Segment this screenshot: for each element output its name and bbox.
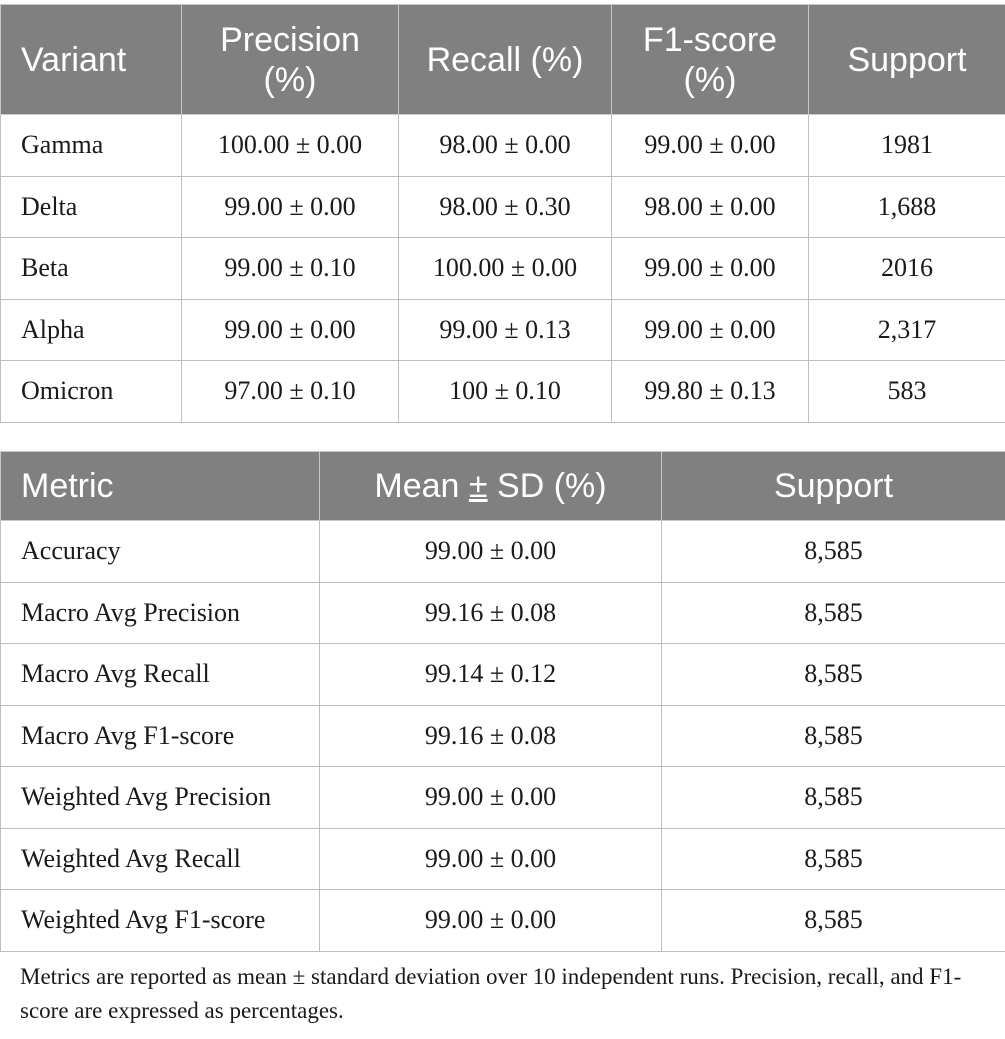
header-f1: F1-score (%) <box>611 4 809 115</box>
cell-recall: 98.00 ± 0.30 <box>398 175 612 238</box>
cell-metric: Weighted Avg Precision <box>0 766 320 829</box>
cell-support: 1981 <box>808 114 1005 177</box>
table-header-row: Variant Precision (%) Recall (%) F1-score… <box>0 4 1005 115</box>
header-support: Support <box>808 4 1005 115</box>
cell-support: 1,688 <box>808 175 1005 238</box>
overall-metrics-table: Metric Mean ± SD (%) Support Accuracy 99… <box>0 451 1005 952</box>
header-precision-line2: (%) <box>263 60 317 99</box>
cell-variant: Alpha <box>0 298 182 361</box>
header-mean-sd: Mean ± SD (%) <box>319 451 662 521</box>
cell-mean-sd: 99.16 ± 0.08 <box>319 704 662 767</box>
cell-metric: Weighted Avg Recall <box>0 827 320 890</box>
table-row: Gamma 100.00 ± 0.00 98.00 ± 0.00 99.00 ±… <box>0 114 1005 177</box>
cell-mean-sd: 99.00 ± 0.00 <box>319 766 662 829</box>
table-row: Omicron 97.00 ± 0.10 100 ± 0.10 99.80 ± … <box>0 360 1005 423</box>
cell-mean-sd: 99.00 ± 0.00 <box>319 520 662 583</box>
table-row: Weighted Avg Recall 99.00 ± 0.00 8,585 <box>0 827 1005 890</box>
variant-metrics-table: Variant Precision (%) Recall (%) F1-score… <box>0 4 1005 423</box>
table-row: Beta 99.00 ± 0.10 100.00 ± 0.00 99.00 ± … <box>0 237 1005 300</box>
cell-support: 2,317 <box>808 298 1005 361</box>
cell-recall: 99.00 ± 0.13 <box>398 298 612 361</box>
table-row: Macro Avg F1-score 99.16 ± 0.08 8,585 <box>0 704 1005 767</box>
cell-mean-sd: 99.16 ± 0.08 <box>319 581 662 644</box>
cell-support: 8,585 <box>661 827 1005 890</box>
table-row: Alpha 99.00 ± 0.00 99.00 ± 0.13 99.00 ± … <box>0 298 1005 361</box>
cell-f1: 99.80 ± 0.13 <box>611 360 809 423</box>
header-precision-line1: Precision <box>220 20 360 59</box>
header-mean-sd-suffix: SD (%) <box>487 467 607 505</box>
table-row: Accuracy 99.00 ± 0.00 8,585 <box>0 520 1005 583</box>
cell-f1: 99.00 ± 0.00 <box>611 298 809 361</box>
cell-metric: Macro Avg F1-score <box>0 704 320 767</box>
cell-precision: 99.00 ± 0.00 <box>181 298 399 361</box>
cell-f1: 98.00 ± 0.00 <box>611 175 809 238</box>
cell-support: 8,585 <box>661 889 1005 952</box>
table-row: Weighted Avg F1-score 99.00 ± 0.00 8,585 <box>0 889 1005 952</box>
table-row: Weighted Avg Precision 99.00 ± 0.00 8,58… <box>0 766 1005 829</box>
cell-support: 2016 <box>808 237 1005 300</box>
header-variant: Variant <box>0 4 182 115</box>
table-row: Delta 99.00 ± 0.00 98.00 ± 0.30 98.00 ± … <box>0 175 1005 238</box>
header-f1-line1: F1-score <box>642 20 778 59</box>
table-row: Macro Avg Precision 99.16 ± 0.08 8,585 <box>0 581 1005 644</box>
cell-precision: 100.00 ± 0.00 <box>181 114 399 177</box>
cell-metric: Macro Avg Recall <box>0 643 320 706</box>
cell-recall: 98.00 ± 0.00 <box>398 114 612 177</box>
cell-mean-sd: 99.00 ± 0.00 <box>319 827 662 890</box>
cell-support: 583 <box>808 360 1005 423</box>
cell-support: 8,585 <box>661 520 1005 583</box>
cell-precision: 99.00 ± 0.00 <box>181 175 399 238</box>
header-precision: Precision (%) <box>181 4 399 115</box>
table-header-row: Metric Mean ± SD (%) Support <box>0 451 1005 521</box>
cell-metric: Macro Avg Precision <box>0 581 320 644</box>
cell-support: 8,585 <box>661 581 1005 644</box>
cell-f1: 99.00 ± 0.00 <box>611 114 809 177</box>
cell-variant: Beta <box>0 237 182 300</box>
cell-metric: Weighted Avg F1-score <box>0 889 320 952</box>
cell-mean-sd: 99.14 ± 0.12 <box>319 643 662 706</box>
cell-f1: 99.00 ± 0.00 <box>611 237 809 300</box>
table-row: Macro Avg Recall 99.14 ± 0.12 8,585 <box>0 643 1005 706</box>
cell-support: 8,585 <box>661 704 1005 767</box>
table-footnote: Metrics are reported as mean ± standard … <box>20 964 962 1023</box>
cell-precision: 99.00 ± 0.10 <box>181 237 399 300</box>
cell-variant: Delta <box>0 175 182 238</box>
cell-support: 8,585 <box>661 766 1005 829</box>
cell-variant: Gamma <box>0 114 182 177</box>
cell-mean-sd: 99.00 ± 0.00 <box>319 889 662 952</box>
cell-variant: Omicron <box>0 360 182 423</box>
header-f1-line2: (%) <box>683 60 737 99</box>
cell-support: 8,585 <box>661 643 1005 706</box>
header-mean-sd-prefix: Mean <box>374 467 469 505</box>
cell-recall: 100 ± 0.10 <box>398 360 612 423</box>
cell-precision: 97.00 ± 0.10 <box>181 360 399 423</box>
cell-recall: 100.00 ± 0.00 <box>398 237 612 300</box>
plus-minus-symbol: ± <box>468 467 488 505</box>
cell-metric: Accuracy <box>0 520 320 583</box>
header-support: Support <box>661 451 1005 521</box>
header-metric: Metric <box>0 451 320 521</box>
header-recall: Recall (%) <box>398 4 612 115</box>
